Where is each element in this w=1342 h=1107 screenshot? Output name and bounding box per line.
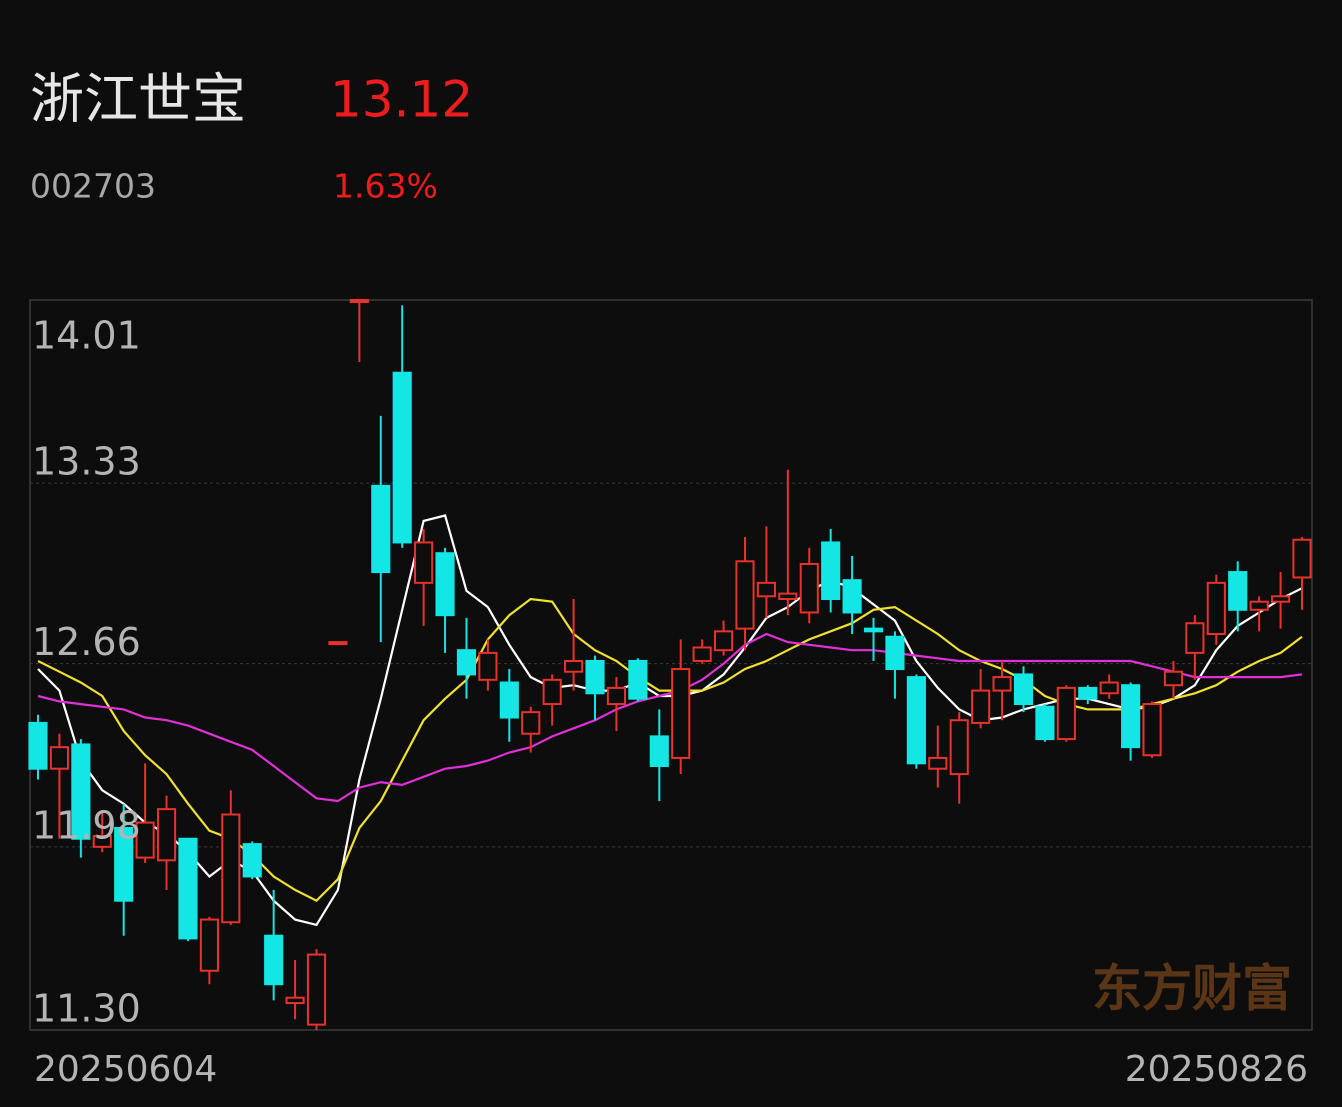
y-tick-label: 14.01: [32, 314, 141, 358]
candle-body: [1206, 581, 1226, 636]
candle-body: [285, 996, 305, 1005]
grid: [30, 299, 1312, 1031]
watermark: 东方财富: [1092, 960, 1292, 1018]
candle-body: [906, 676, 926, 765]
candle-body: [264, 934, 284, 986]
stock-price: 13.12: [330, 71, 473, 129]
candle-body: [371, 484, 391, 574]
candle-body: [1185, 622, 1205, 654]
candle-body: [628, 659, 648, 700]
candle-body: [971, 689, 991, 724]
candle-body: [1249, 600, 1269, 611]
candle-body: [692, 646, 712, 662]
candle-body: [585, 659, 605, 695]
candle-body: [842, 579, 862, 614]
candle-body: [1228, 571, 1248, 611]
candle-body: [1142, 703, 1162, 757]
candle-body: [735, 560, 755, 630]
candle-body: [414, 541, 434, 584]
candle-body: [178, 837, 198, 940]
candle-body: [928, 756, 948, 770]
candle-body: [799, 562, 819, 614]
candle-body: [992, 676, 1012, 692]
candle-body: [821, 541, 841, 601]
y-tick-label: 11.30: [32, 987, 141, 1031]
candle-body: [756, 581, 776, 598]
candle-body: [778, 592, 798, 601]
labels: 11.30 11.98 12.66 13.33 14.01 20250604 2025082…: [32, 314, 1308, 1091]
x-tick-label: 20250604: [34, 1049, 217, 1090]
candle-body: [135, 821, 155, 859]
stock-change: 1.63%: [333, 167, 438, 206]
candle-body: [49, 746, 69, 770]
candle-body: [542, 678, 562, 706]
y-tick-label: 13.33: [32, 440, 141, 484]
candle-body: [199, 918, 219, 972]
candle-body: [1163, 670, 1184, 687]
candle-body: [1292, 538, 1312, 579]
plot-frame: [29, 299, 1313, 1031]
candle-body: [949, 719, 969, 776]
candle-body: [1121, 684, 1141, 749]
y-tick-label: 12.66: [32, 620, 141, 664]
candle-body: [28, 721, 48, 770]
candle-body: [435, 552, 455, 617]
ma-line: [37, 632, 1303, 803]
x-tick-label: 20250826: [1125, 1049, 1308, 1090]
candle-body: [606, 686, 627, 706]
candle-body: [1078, 686, 1098, 700]
stock-name: 浙江世宝: [30, 68, 246, 131]
candle-body: [713, 630, 734, 652]
candle-body: [885, 635, 905, 671]
candle-body: [71, 743, 91, 840]
candle-body: [1056, 686, 1076, 741]
candle-body: [478, 651, 498, 681]
candle-body: [499, 681, 519, 719]
candle-body: [156, 808, 177, 862]
candle-body: [392, 371, 412, 544]
candle-body: [1013, 673, 1034, 706]
candle-body: [349, 299, 369, 303]
candles: [28, 299, 1312, 1030]
candle-body: [328, 641, 348, 646]
candle-body: [863, 627, 884, 633]
candle-body: [92, 835, 112, 848]
candle-body: [1271, 595, 1291, 603]
candle-body: [1099, 681, 1119, 695]
candle-body: [671, 668, 691, 759]
candle-body: [306, 953, 327, 1026]
candle-body: [221, 813, 241, 924]
candle-body: [1035, 705, 1055, 741]
candle-body: [456, 649, 477, 676]
y-tick-label: 11.98: [32, 803, 141, 847]
candle-body: [114, 826, 134, 902]
candle-body: [649, 735, 669, 768]
candle-body: [521, 711, 541, 735]
stock-code: 002703: [30, 167, 156, 206]
candle-body: [564, 659, 584, 673]
candle-body: [242, 843, 262, 878]
